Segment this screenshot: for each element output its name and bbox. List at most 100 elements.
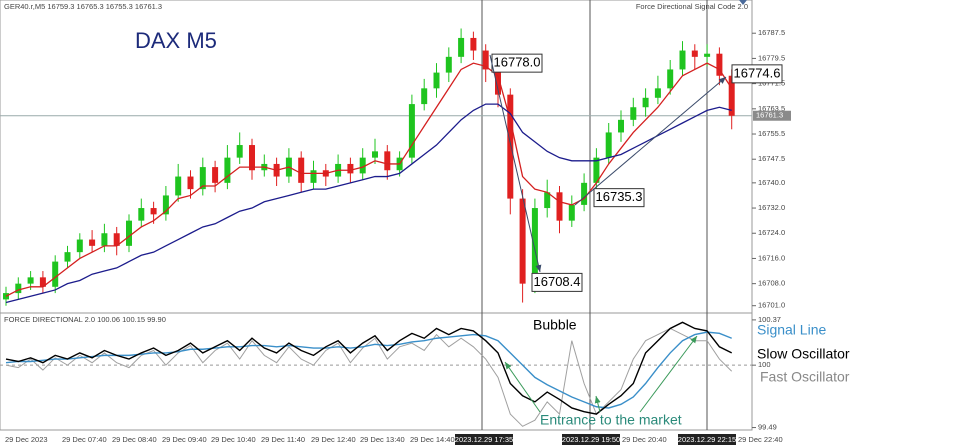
time-highlight: 2023.12.29 19:50 xyxy=(562,435,620,444)
time-highlight: 2023.12.29 22:15 xyxy=(678,435,736,444)
candle-body xyxy=(691,50,698,57)
y-tick-label: 16740.0 xyxy=(758,178,785,187)
oscillator-line xyxy=(5,331,732,409)
annotation: Entrance to the market xyxy=(540,412,682,428)
candle-body xyxy=(162,195,169,215)
candle-body xyxy=(482,50,489,70)
candle-body xyxy=(716,53,723,76)
time-highlight-box xyxy=(455,434,513,445)
candle-body xyxy=(642,97,649,108)
candle-body xyxy=(667,69,674,89)
arrow xyxy=(594,395,601,413)
y-tick-label: 16787.5 xyxy=(758,28,785,37)
plot-frame xyxy=(0,0,753,431)
moving-average xyxy=(5,62,733,297)
x-tick-label: 29 Dec 2023 xyxy=(5,435,48,444)
candle-body xyxy=(187,176,194,190)
y-tick-label: 16708.0 xyxy=(758,279,785,288)
candle-body xyxy=(199,167,206,190)
candle-body xyxy=(568,204,575,221)
candle-body xyxy=(458,37,465,57)
arrow xyxy=(489,54,542,273)
candle-body xyxy=(605,132,612,158)
x-tick-label: 29 Dec 13:40 xyxy=(360,435,405,444)
candle-body xyxy=(359,157,366,174)
y-tick-label: 16779.5 xyxy=(758,53,785,62)
annotation-box xyxy=(731,64,783,84)
chart-title: DAX M5 xyxy=(135,28,217,53)
annotation: 16735.3 xyxy=(596,189,643,204)
x-tick-label: 29 Dec 14:40 xyxy=(410,435,455,444)
arrow xyxy=(574,76,727,206)
candle-body xyxy=(495,69,501,95)
price-label: 16761.3 xyxy=(756,111,783,120)
legend-entry: Fast Oscillator xyxy=(760,369,850,385)
candle-body xyxy=(728,75,735,116)
candle-body xyxy=(126,220,132,246)
candle-body xyxy=(298,157,305,183)
candle-body xyxy=(531,208,538,284)
candle-body xyxy=(236,145,243,158)
candle-body xyxy=(654,88,661,98)
candle-body xyxy=(507,94,514,199)
time-highlight-box xyxy=(678,434,736,445)
candle-body xyxy=(175,176,182,196)
x-tick-label: 29 Dec 11:40 xyxy=(261,435,305,444)
candle-body xyxy=(618,119,624,133)
arrow xyxy=(639,335,698,413)
candle-body xyxy=(347,163,354,174)
oscillator-line xyxy=(5,327,733,427)
x-tick-label: 29 Dec 08:40 xyxy=(112,435,157,444)
legend-entry: Slow Oscillator xyxy=(757,346,850,362)
y-tick-label: 16763.5 xyxy=(758,104,785,113)
candle-body xyxy=(76,239,83,253)
candle-body xyxy=(52,261,59,287)
annotation: Bubble xyxy=(533,317,577,333)
candle-body xyxy=(372,151,378,158)
candle-body xyxy=(544,192,551,209)
candle-body xyxy=(519,198,526,284)
candle-body xyxy=(64,252,71,262)
x-tick-label: 29 Dec 12:40 xyxy=(311,435,356,444)
y-tick-label: 99.49 xyxy=(758,423,777,432)
y-tick-label: 100 xyxy=(758,360,771,369)
x-tick-label: 29 Dec 09:40 xyxy=(162,435,207,444)
annotation-box xyxy=(593,188,645,208)
candle-body xyxy=(630,107,637,120)
y-tick-label: 16755.5 xyxy=(758,129,785,138)
candle-body xyxy=(593,157,600,183)
y-tick-label: 16716.0 xyxy=(758,253,785,262)
candle-body xyxy=(39,277,46,287)
y-tick-label: 100.37 xyxy=(758,315,781,324)
time-highlight-box xyxy=(562,434,620,445)
candle-body xyxy=(556,192,563,221)
time-highlight: 2023.12.29 17:35 xyxy=(455,435,513,444)
x-tick-label: 29 Dec 22:40 xyxy=(738,435,783,444)
oscillator-header: FORCE DIRECTIONAL 2.0 100.06 100.15 99.9… xyxy=(4,315,166,324)
shift-marker xyxy=(739,0,747,5)
candle-body xyxy=(421,88,428,105)
price-label-box xyxy=(753,110,791,121)
candle-body xyxy=(408,104,415,158)
chart-header: GER40.r,M5 16759.3 16765.3 16755.3 16761… xyxy=(4,2,162,11)
x-tick-label: 29 Dec 10:40 xyxy=(211,435,256,444)
y-tick-label: 16732.0 xyxy=(758,203,785,212)
candle-body xyxy=(89,239,96,246)
y-tick-label: 16724.0 xyxy=(758,228,785,237)
candle-body xyxy=(15,283,22,294)
y-tick-label: 16747.5 xyxy=(758,154,785,163)
candle-body xyxy=(101,233,108,246)
candle-body xyxy=(212,167,219,183)
candle-body xyxy=(433,72,440,89)
annotation-box xyxy=(531,272,583,292)
candle-body xyxy=(138,208,145,221)
y-tick-label: 16701.0 xyxy=(758,301,785,310)
candle-body xyxy=(679,50,686,70)
candle-body xyxy=(113,233,120,246)
arrow xyxy=(504,361,541,413)
oscillator-line xyxy=(5,321,733,415)
candle-body xyxy=(384,151,391,171)
annotation: 16778.0 xyxy=(494,55,541,70)
annotation: 16774.6 xyxy=(734,65,781,80)
